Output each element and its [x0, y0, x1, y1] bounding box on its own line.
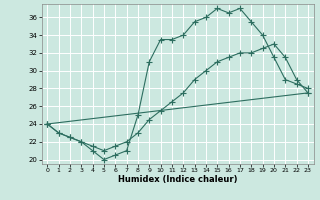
X-axis label: Humidex (Indice chaleur): Humidex (Indice chaleur)	[118, 175, 237, 184]
